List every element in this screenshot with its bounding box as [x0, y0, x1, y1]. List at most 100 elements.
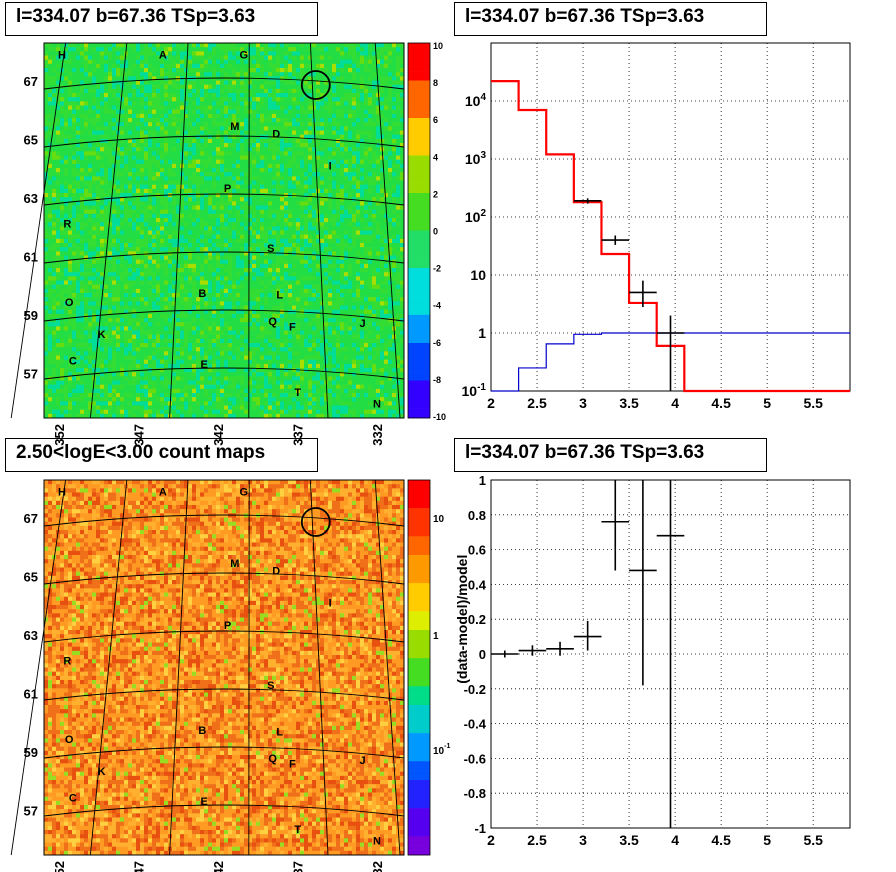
map-marker-M: M [230, 121, 239, 133]
map-marker-I: I [329, 160, 332, 172]
residual-map: H A G M D I P R S B L O Q F J K C E T N [10, 42, 405, 419]
count-map-colorbar-cell [408, 780, 430, 790]
map-marker-G: G [240, 50, 249, 62]
residual-map-colorbar-cell [408, 164, 430, 175]
map-x-tick-label: 342 [211, 861, 226, 872]
count-map-latitude-line [43, 630, 405, 643]
title-spectrum: l=334.07 b=67.36 TSp=3.63 [454, 2, 767, 36]
map-x-tick-label: 337 [291, 424, 306, 446]
residual-x-tick-label: 2.5 [527, 832, 547, 848]
map-marker-M: M [230, 558, 239, 570]
residual-x-tick-label: 2 [487, 832, 495, 848]
residual-map-colorbar-cell [408, 230, 430, 241]
spectrum-x-tick-label: 4 [671, 395, 679, 411]
map-marker-N: N [373, 835, 381, 847]
residual-y-tick-label: 0.6 [468, 543, 486, 558]
count-map-colorbar-cell [408, 508, 430, 518]
residual-map-colorbar-cell [408, 324, 430, 334]
residual-y-tick-label: -0.6 [464, 751, 486, 766]
residual-map-longitude-line [374, 42, 401, 419]
spectrum-x-tick-label: 2.5 [527, 395, 547, 411]
count-map-colorbar-cell [408, 714, 430, 725]
residual-map-colorbar-cell [408, 333, 430, 344]
residual-map-colorbar-cell [408, 146, 430, 156]
count-map-colorbar-cell [408, 630, 430, 640]
residual-y-axis-label: (data-model)/model [454, 555, 470, 684]
map-marker-N: N [373, 398, 381, 410]
map-y-tick-label: 59 [24, 745, 38, 760]
residual-map-colorbar-cell [408, 202, 430, 213]
residual-map-latitude-line [43, 251, 405, 264]
residual-map-colorbar-cell [408, 108, 430, 119]
residual-map-colorbar-cell [408, 296, 430, 306]
residual-map-colorbar-cell [408, 314, 430, 325]
residual-map-colorbar-cell [408, 61, 430, 72]
count-map-colorbar-label: 10-1 [433, 743, 450, 757]
residual-map-longitude-line [169, 42, 189, 419]
residual-map-latitude-line [43, 135, 405, 148]
residual-map-colorbar-cell [408, 286, 430, 297]
spectrum-x-tick-label: 3 [579, 395, 587, 411]
count-map-colorbar-cell [408, 836, 430, 846]
map-marker-Q: Q [268, 316, 277, 328]
count-map-colorbar-cell [408, 517, 430, 528]
spectrum-y-tick-label: 103 [465, 150, 487, 167]
map-y-tick-label: 61 [24, 250, 38, 265]
map-marker-E: E [201, 359, 208, 371]
residual-map-colorbar-cell [408, 211, 430, 222]
count-map-colorbar-cell [408, 489, 430, 500]
residual-x-tick-label: 4 [671, 832, 679, 848]
map-marker-J: J [360, 755, 366, 767]
map-y-tick-label: 57 [24, 804, 38, 819]
residual-map-colorbar-label: -4 [433, 301, 441, 311]
count-map-source-circle [300, 507, 331, 537]
title-count-map: 2.50<logE<3.00 count maps [5, 438, 318, 472]
count-map-longitude-line [169, 479, 189, 856]
map-marker-S: S [267, 243, 274, 255]
count-map-longitude-line [309, 479, 329, 856]
count-map-latitude-line [43, 804, 405, 817]
map-marker-K: K [98, 766, 106, 778]
count-map-colorbar-cell [408, 751, 430, 762]
map-marker-E: E [201, 796, 208, 808]
residual-y-tick-label: 1 [479, 473, 486, 488]
residual-y-tick-label: 0.2 [468, 612, 486, 627]
spectrum-x-tick-label: 5.5 [803, 395, 823, 411]
residual-y-tick-label: -1 [474, 821, 486, 836]
residual-map-colorbar-label: -6 [433, 338, 441, 348]
residual-map-latitude-line [43, 193, 405, 206]
map-marker-I: I [329, 597, 332, 609]
residual-map-colorbar-cell [408, 371, 430, 381]
residual-map-colorbar-cell [408, 361, 430, 372]
map-y-tick-label: 63 [24, 191, 38, 206]
residual-x-tick-label: 3.5 [619, 832, 639, 848]
map-marker-F: F [289, 322, 296, 334]
residual-map-colorbar-cell [408, 89, 430, 100]
residual-map-latitude-line [43, 367, 405, 380]
count-map-colorbar-cell [408, 770, 430, 781]
count-map-latitude-line [43, 688, 405, 701]
map-marker-P: P [224, 620, 231, 632]
residual-y-tick-label: 0 [479, 647, 486, 662]
count-map-colorbar-cell [408, 761, 430, 771]
map-marker-Q: Q [268, 753, 277, 765]
residual-map-longitude-line [89, 42, 128, 419]
residual-map-longitude-line [10, 42, 67, 419]
map-marker-B: B [198, 725, 206, 737]
residual-map-colorbar-label: -8 [433, 375, 441, 385]
residual-map-colorbar-cell [408, 183, 430, 194]
spectrum-y-tick-label: 1 [478, 325, 486, 341]
map-marker-A: A [159, 50, 167, 62]
residual-map-colorbar-cell [408, 305, 430, 316]
map-marker-H: H [58, 487, 66, 499]
count-map-colorbar-cell [408, 611, 430, 621]
count-map-colorbar-cell [408, 686, 430, 696]
spectrum-x-tick-label: 4.5 [711, 395, 731, 411]
residual-map-colorbar-label: -10 [433, 412, 446, 422]
residual-map-colorbar-cell [408, 268, 430, 278]
map-y-tick-label: 59 [24, 308, 38, 323]
count-map-colorbar-cell [408, 639, 430, 650]
count-map-colorbar-label: 1 [433, 631, 439, 642]
map-marker-P: P [224, 183, 231, 195]
